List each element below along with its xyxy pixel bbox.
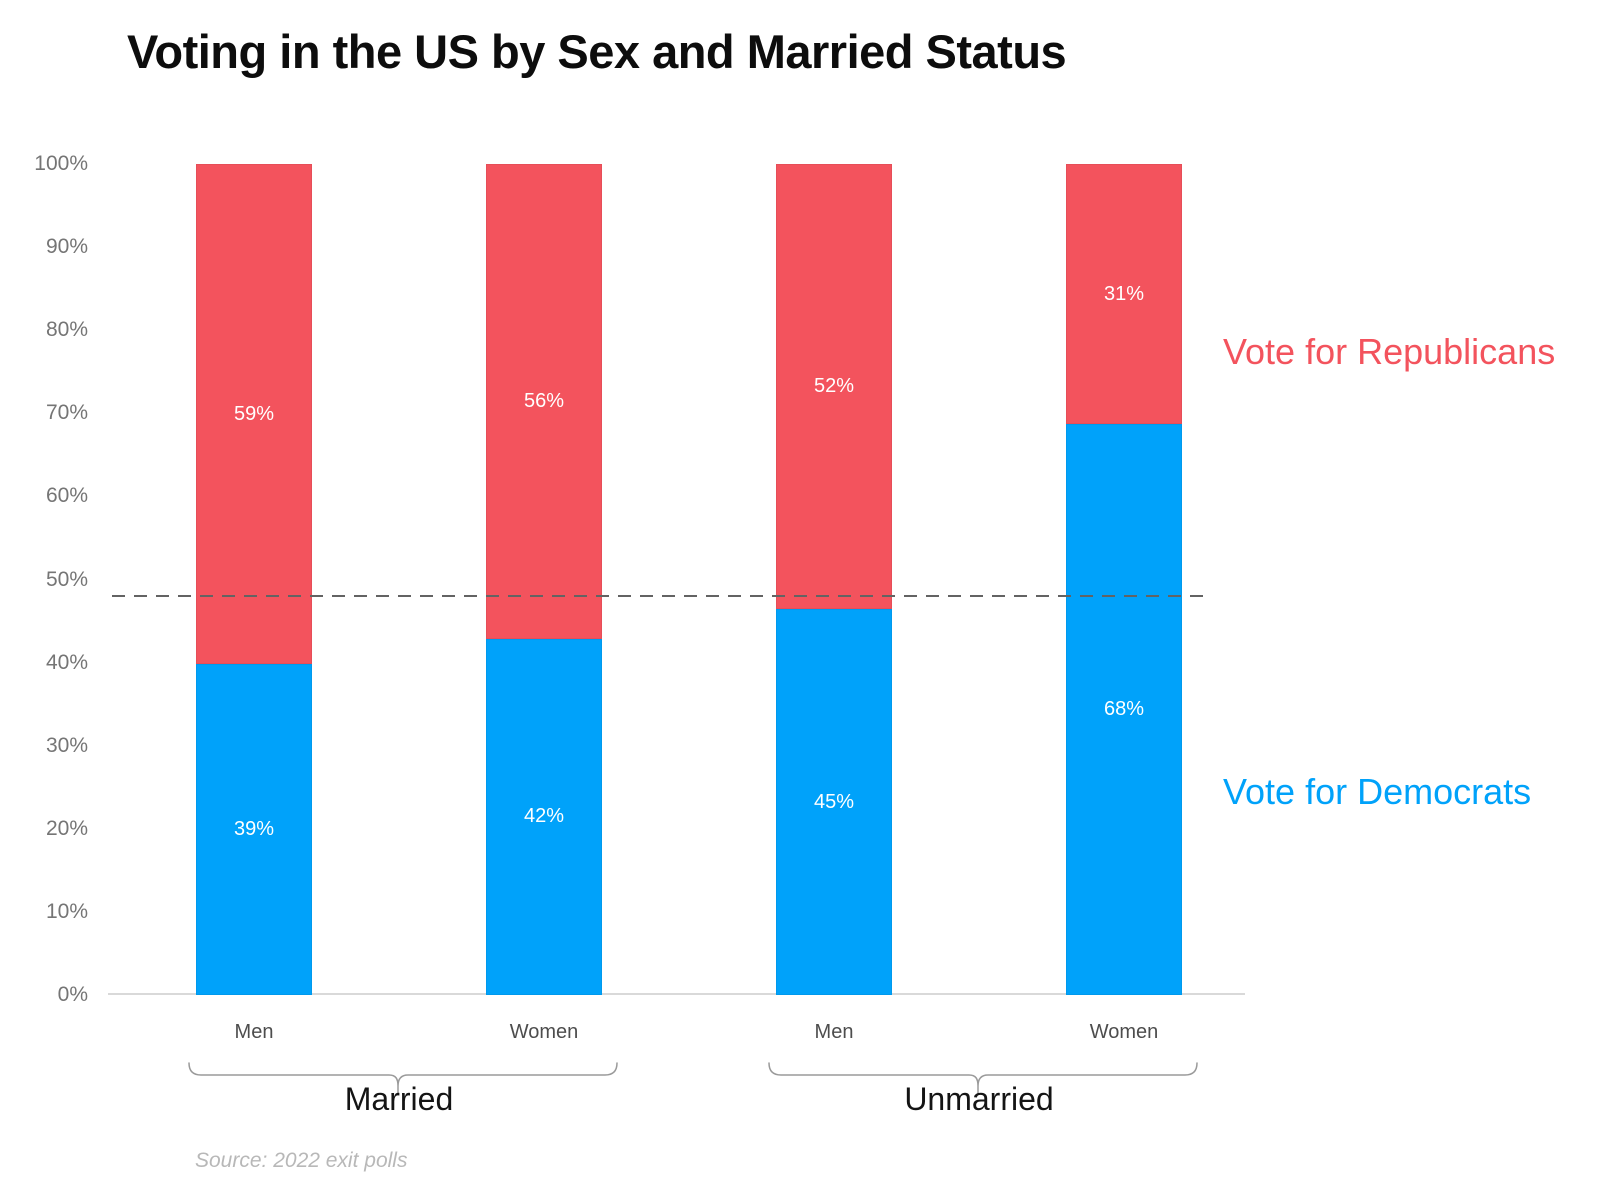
group-bracket [768,1062,1198,1095]
y-axis-tick-label: 20% [45,816,88,840]
republican-segment: 56% [486,164,602,639]
y-axis-tick-label: 50% [45,567,88,591]
group-bracket [188,1062,618,1095]
stacked-bar: 52% 45% [776,164,892,995]
stacked-bar: 31% 68% [1066,164,1182,995]
democrat-value-label: 42% [523,805,565,828]
democrat-segment: 42% [486,638,602,995]
x-category-label: Men [234,1021,274,1043]
democrat-value-label: 45% [813,790,855,813]
democrat-value-label: 68% [1103,698,1145,721]
legend-democrats: Vote for Democrats [1223,771,1532,812]
y-axis-tick-label: 30% [45,733,88,757]
republican-value-label: 31% [1103,282,1145,305]
x-category-label: Women [509,1021,579,1043]
y-axis-tick-label: 60% [45,484,88,508]
y-axis-tick-label: 0% [57,983,88,1006]
reference-dashed-line [112,595,1205,598]
republican-value-label: 56% [523,389,565,412]
y-axis-tick-label: 40% [45,650,88,674]
stacked-bar: 59% 39% [196,164,312,995]
group-label: Married [344,1081,454,1117]
x-category-label: Men [814,1021,854,1043]
democrat-segment: 39% [196,664,312,995]
democrat-value-label: 39% [233,818,275,841]
source-note: Source: 2022 exit polls [195,1149,408,1172]
y-axis-tick-label: 90% [45,235,88,259]
republican-value-label: 59% [233,402,275,425]
republican-segment: 59% [196,164,312,665]
republican-value-label: 52% [813,375,855,398]
y-axis-tick-label: 100% [34,152,88,175]
democrat-segment: 45% [776,609,892,995]
y-axis-tick-label: 10% [45,899,88,923]
y-axis-tick-label: 80% [45,318,88,342]
stacked-bar: 56% 42% [486,164,602,995]
x-axis-line [108,993,1245,995]
republican-segment: 52% [776,164,892,610]
y-axis-tick-label: 70% [45,401,88,425]
group-label: Unmarried [904,1081,1054,1117]
legend-republicans: Vote for Republicans [1223,331,1556,372]
chart-title: Voting in the US by Sex and Married Stat… [127,25,1067,78]
x-category-label: Women [1089,1021,1159,1043]
republican-segment: 31% [1066,164,1182,425]
democrat-segment: 68% [1066,424,1182,995]
